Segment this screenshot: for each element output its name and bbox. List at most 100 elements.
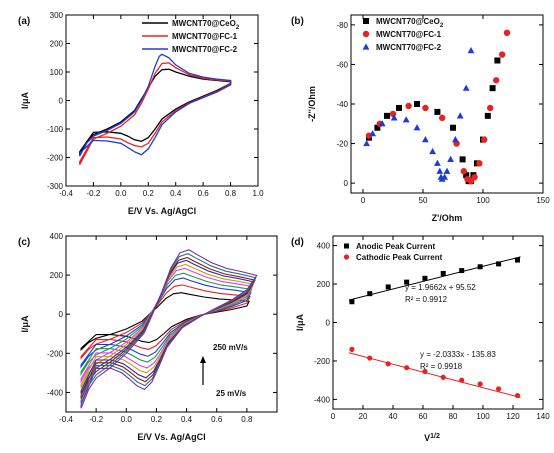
panel-d-ytick-label: -200 (314, 357, 331, 366)
panel-b-legend-marker-2 (362, 30, 370, 38)
panel-d-xlabel-superscript: 1/2 (430, 433, 440, 440)
panel-a-series-3-line (79, 53, 232, 157)
panel-b-xlabel: Z'/Ohm (432, 213, 463, 223)
panel-c-annotation-low: 25 mV/s (216, 389, 247, 398)
panel-b-series-2-point (389, 110, 397, 118)
panel-b-series-3-point (452, 136, 459, 143)
panel-a-ylabel: I/μA (20, 92, 30, 110)
panel-d-xtick-label: 80 (449, 412, 458, 421)
panel-d-xtick-label: 0 (331, 412, 336, 421)
panel-b-series-3-point (422, 136, 429, 143)
panel-d-legend-entry-2: Cathodic Peak Current (356, 253, 443, 262)
panel-d-xtick-label: 120 (506, 412, 520, 421)
panel-a-ytick-label: 0 (59, 97, 64, 106)
panel-d-series-1-point (515, 257, 520, 263)
panel-b-series-3-point (441, 173, 448, 180)
panel-d-anodic-r2: R² = 0.9912 (405, 295, 448, 304)
panel-b-xtick-label: 150 (536, 196, 550, 205)
panel-a-xlabel: E/V Vs. Ag/AgCl (128, 206, 196, 216)
panel-b-series-3-point (413, 124, 421, 131)
panel-a-xtick-label: 0.6 (198, 189, 210, 198)
panel-a-series-1-line (79, 68, 232, 156)
panel-b-series-2-point (471, 173, 478, 181)
panel-b-series-2-point (405, 102, 412, 110)
panel-a-xtick-label: 1.0 (252, 189, 264, 198)
panel-c-ytick-label: -400 (47, 388, 64, 397)
panel-d-series-2-point (422, 368, 428, 375)
panel-a-legend-entry-1: MWCNT70@CeO2 (172, 19, 240, 31)
panel-c-cv-curve-225 (80, 253, 257, 404)
panel-c-xtick-label: 0.0 (121, 415, 133, 424)
panel-d-series-1-point (477, 264, 483, 270)
panel-d-series-2-point (367, 355, 373, 361)
panel-d-series-2-point (459, 377, 465, 383)
panel-d-series-1-point (349, 299, 355, 305)
panel-a-xtick-label: -0.4 (59, 189, 73, 198)
panel-b-label: (b) (291, 16, 304, 27)
panel-d-series-1-point (459, 268, 465, 274)
panel-b-axes-frame (350, 14, 544, 194)
panel-a-label: (a) (18, 16, 30, 27)
panel-a-ytick-label: 100 (50, 68, 64, 77)
panel-b-series-1-point (384, 112, 390, 119)
panel-a-ytick-label: 300 (50, 11, 64, 20)
panel-d-xtick-label: 100 (476, 412, 490, 421)
panel-d-series-2-point (404, 365, 410, 371)
panel-d-ytick-label: 400 (317, 242, 331, 251)
panel-b-series-3-point (443, 167, 451, 174)
panel-b-ylabel: -Z''/Ohm (307, 86, 317, 122)
panel-d-series-1-point (404, 279, 410, 285)
panel-c-xtick-label: 0.8 (241, 415, 253, 424)
panel-b-series-1-point (459, 156, 466, 163)
panel-b-series-1-point (374, 124, 381, 131)
panel-d-legend-entry-1: Anodic Peak Current (356, 242, 435, 251)
panel-b-ytick-label: -80 (336, 21, 348, 30)
panel-b-series-3-point (390, 114, 398, 121)
panel-d-xlabel: V1/2 (424, 433, 440, 444)
panel-d-ytick-label: 200 (317, 280, 331, 289)
panel-d-cathodic-r2: R² = 0.9918 (420, 362, 463, 371)
panel-c-xlabel: E/V Vs. Ag/AgCl (137, 432, 205, 442)
panel-b-legend-entry-3: MWCNT70@FC-2 (376, 43, 442, 52)
panel-b-series-1-point (489, 85, 496, 92)
panel-c-cv-curve-50 (80, 284, 251, 360)
panel-c-annotation-high: 250 mV/s (213, 343, 248, 352)
panel-b-legend-subscript: 2 (440, 23, 444, 29)
panel-a-panel: -0.4 -0.2 0.0 0.2 0.4 0.6 0.8 1.0 -300 -200 -100 0 1… (18, 11, 264, 216)
panel-d-series-2-point (349, 346, 355, 353)
panel-c-axes-frame (65, 235, 278, 413)
panel-b-series-3-point (429, 147, 436, 155)
panel-a-ytick-label: 200 (50, 40, 64, 49)
panel-d-label: (d) (291, 237, 304, 248)
panel-b-series-3-point (456, 112, 464, 119)
panel-b-series-1-point (494, 57, 501, 64)
panel-b-panel: 0 50 100 150 0 -20 -40 -60 -80 (b) Z'/Ohm -Z''/Ohm M… (291, 14, 550, 223)
panel-b-ytick-label: 0 (344, 179, 349, 188)
panel-a-legend-subscript: 2 (236, 25, 240, 31)
panel-d-xtick-label: 140 (536, 412, 550, 421)
panel-c-label: (c) (18, 237, 30, 248)
panel-d-series-2-point (385, 361, 391, 367)
panel-b-series-1-point (450, 124, 456, 131)
panel-a-ytick-label: -200 (47, 154, 64, 163)
panel-d-ytick-label: 0 (326, 319, 331, 328)
panel-b-xtick-label: 0 (361, 196, 366, 205)
panel-b-series-1-point (396, 104, 402, 111)
panel-b-series-3-point (462, 84, 470, 91)
panel-d-xtick-label: 40 (389, 412, 398, 421)
panel-b-series-3-point (363, 139, 370, 147)
panel-d-fit-line-1 (348, 256, 521, 301)
panel-d-panel: 0 20 40 60 80 100 120 140 -400 -200 0 200 400 (d) V1/2… (291, 235, 550, 444)
panel-b-series-3-point (378, 120, 386, 127)
panel-c-cv-curve-150 (80, 263, 255, 388)
panel-b-series-3-point (434, 159, 441, 166)
panel-a-xtick-label: 0.4 (170, 189, 182, 198)
panel-d-cathodic-equation: y = -2.0333x - 135.83 (420, 350, 496, 359)
panel-c-cv-curve-125 (80, 267, 254, 384)
panel-a-legend-entry-3: MWCNT70@FC-2 (172, 45, 238, 54)
panel-b-ytick-label: -40 (336, 100, 348, 109)
panel-b-series-2-point (493, 77, 500, 84)
panel-d-series-1-point (385, 284, 391, 290)
panel-d-legend-marker-1 (344, 243, 349, 249)
